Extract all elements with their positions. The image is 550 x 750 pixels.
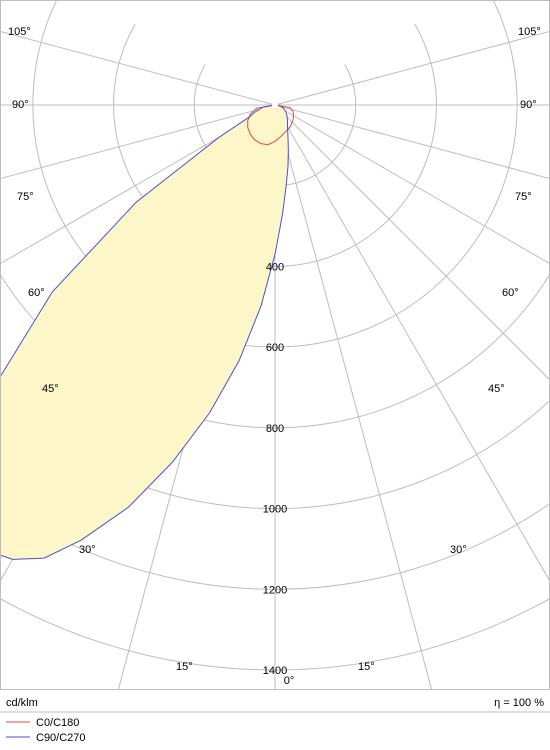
angle-label-left-105: 105° (8, 26, 31, 38)
angle-label-right-105: 105° (518, 26, 541, 38)
angle-label-left-45: 45° (42, 383, 59, 395)
angle-label-right-45: 45° (488, 383, 505, 395)
ring-label-400: 400 (266, 261, 284, 273)
angle-label-left-30: 30° (79, 544, 96, 556)
legend-label-0: C0/C180 (36, 717, 79, 729)
angle-label-right-15: 15° (358, 661, 375, 673)
angle-label-right-30: 30° (450, 544, 467, 556)
ring-label-800: 800 (266, 423, 284, 435)
unit-label: cd/klm (6, 697, 38, 709)
angle-label-right-60: 60° (502, 287, 519, 299)
angle-label-left-90: 90° (12, 99, 29, 111)
angle-label-zero: 0° (284, 675, 295, 687)
ring-label-1200: 1200 (263, 584, 287, 596)
legend-label-1: C90/C270 (36, 732, 86, 744)
efficiency-label: η = 100 % (494, 697, 544, 709)
angle-label-left-60: 60° (28, 287, 45, 299)
angle-label-left-75: 75° (17, 191, 34, 203)
photometric-polar-chart: 400600800100012001400105°90°75°60°45°30°… (0, 0, 550, 750)
angle-label-right-75: 75° (515, 191, 532, 203)
angle-label-left-15: 15° (176, 661, 193, 673)
chart-svg: 400600800100012001400105°90°75°60°45°30°… (0, 0, 550, 750)
ring-label-1000: 1000 (263, 504, 287, 516)
angle-label-right-90: 90° (520, 99, 537, 111)
ring-label-600: 600 (266, 342, 284, 354)
